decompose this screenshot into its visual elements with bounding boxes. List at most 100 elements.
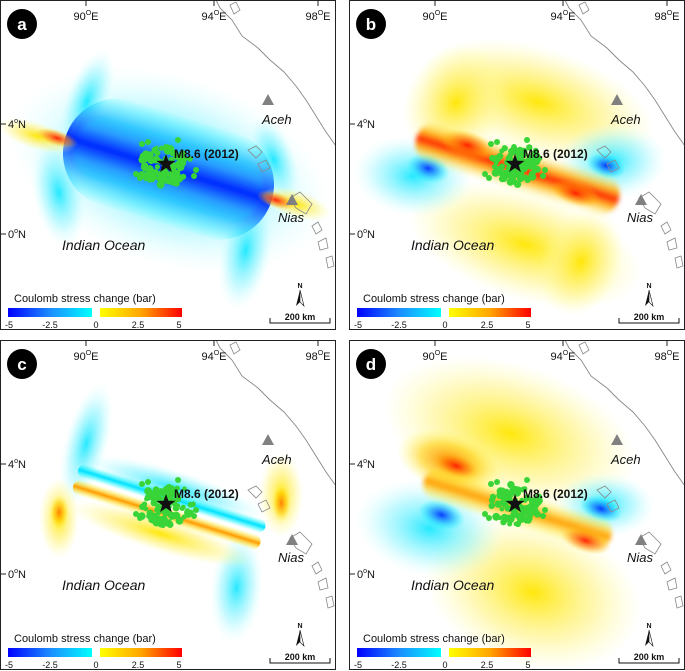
event-label: M8.6 (2012) bbox=[174, 147, 239, 161]
aftershock-point bbox=[156, 515, 163, 522]
aceh-volcano-marker bbox=[262, 434, 274, 445]
north-label: N bbox=[297, 283, 302, 290]
panel-letter: b bbox=[366, 15, 376, 34]
aftershock-point bbox=[171, 169, 177, 174]
map-frame: 90OE 94OE 98OE 4oN 0oN c Aceh Nias Indian Ocean M… bbox=[0, 340, 336, 670]
latitude-label: 4oN bbox=[8, 118, 26, 131]
colorbar-title: Coulomb stress change (bar) bbox=[363, 633, 505, 645]
epicenter-star bbox=[505, 154, 525, 173]
aftershock-point bbox=[540, 513, 546, 519]
aftershock-point bbox=[145, 139, 151, 145]
aftershock-point bbox=[179, 506, 185, 511]
map-frame: 90OE 94OE 98OE 4oN 0oN a Aceh Nias Indian Ocean M… bbox=[0, 0, 336, 330]
panel-a: 90OE 94OE 98OE 4oN 0oN a Aceh Nias Indian Ocean M… bbox=[0, 0, 336, 330]
aftershock-point bbox=[172, 504, 180, 512]
aftershock-point bbox=[139, 503, 146, 511]
aftershock-point bbox=[145, 479, 151, 485]
aftershock-point bbox=[507, 174, 512, 179]
aftershock-point bbox=[522, 509, 528, 515]
aftershock-point bbox=[156, 511, 161, 516]
island-outline bbox=[325, 255, 335, 269]
aftershock-point bbox=[524, 137, 530, 143]
island-outline bbox=[674, 595, 684, 609]
nias-volcano-marker bbox=[635, 194, 647, 205]
colorbar-tick: -2.5 bbox=[42, 320, 58, 330]
island-outline bbox=[311, 221, 323, 235]
panel-letter-badge bbox=[356, 9, 386, 39]
nias-label: Nias bbox=[627, 550, 654, 565]
aftershock-point bbox=[191, 513, 197, 519]
aceh-volcano-marker bbox=[611, 434, 623, 445]
aftershock-point bbox=[158, 145, 165, 151]
aftershock-point bbox=[151, 146, 159, 154]
colorbar-tick: 5 bbox=[525, 320, 530, 330]
aftershock-point bbox=[486, 175, 492, 181]
panel-letter: a bbox=[17, 15, 27, 34]
colorbar-tick: -5 bbox=[5, 660, 13, 670]
aftershock-point bbox=[542, 167, 548, 173]
sumatra-coastline bbox=[215, 0, 336, 147]
aftershock-point bbox=[165, 149, 170, 155]
island-outline bbox=[596, 145, 612, 159]
ocean-label: Indian Ocean bbox=[62, 577, 145, 593]
longitude-label: 98OE bbox=[654, 350, 679, 363]
aceh-volcano-marker bbox=[262, 94, 274, 105]
aftershock-point bbox=[166, 521, 174, 528]
aceh-label: Aceh bbox=[261, 112, 292, 127]
colorbar-tick: 2.5 bbox=[132, 320, 145, 330]
epicenter-star bbox=[156, 154, 176, 173]
sumatra-coastline bbox=[215, 340, 336, 487]
aftershock-point bbox=[500, 174, 506, 180]
aftershock-point bbox=[154, 164, 160, 170]
aftershock-point bbox=[516, 174, 525, 183]
aftershock-point bbox=[150, 173, 158, 181]
colorbar-negative bbox=[8, 308, 92, 317]
colorbar-tick: 5 bbox=[525, 660, 530, 670]
aftershock-point bbox=[486, 515, 492, 521]
colorbar-tick: 2.5 bbox=[481, 320, 494, 330]
stress-map-c: 90OE 94OE 98OE 4oN 0oN c Aceh Nias Indian Ocean M… bbox=[0, 340, 336, 670]
map-border bbox=[0, 0, 336, 330]
aftershock-point bbox=[542, 507, 548, 513]
island-outline bbox=[247, 145, 263, 159]
map-frame: 90OE 94OE 98OE 4oN 0oN d Aceh Nias Indian Ocean M… bbox=[349, 340, 685, 670]
scale-bar bbox=[269, 318, 331, 324]
stress-field bbox=[355, 356, 655, 670]
aftershock-point bbox=[524, 477, 530, 483]
island-outline bbox=[257, 499, 271, 513]
aftershock-point bbox=[168, 485, 175, 492]
aftershock-point bbox=[142, 165, 149, 172]
latitude-label: 0oN bbox=[357, 228, 375, 241]
aftershock-point bbox=[513, 180, 522, 188]
ocean-label: Indian Ocean bbox=[62, 237, 145, 253]
red-stress-lobe bbox=[256, 190, 296, 210]
aceh-label: Aceh bbox=[610, 452, 641, 467]
aftershock-point bbox=[536, 155, 543, 162]
aftershock-point bbox=[482, 511, 488, 517]
latitude-label: 0oN bbox=[357, 568, 375, 581]
aftershock-point bbox=[156, 180, 165, 189]
aftershock-point bbox=[511, 509, 518, 515]
colorbar-tick: -5 bbox=[5, 320, 13, 330]
longitude-label: 98OE bbox=[305, 350, 330, 363]
island-outline bbox=[578, 341, 590, 355]
island-outline bbox=[638, 531, 662, 555]
aftershock-point bbox=[133, 511, 139, 517]
aftershock-point bbox=[187, 156, 193, 162]
scale-bar bbox=[618, 658, 680, 664]
colorbar-positive bbox=[449, 648, 531, 657]
panel-b: 90OE 94OE 98OE 4oN 0oN b Aceh Nias Indian Ocean M… bbox=[349, 0, 685, 330]
aftershock-point bbox=[174, 485, 180, 492]
island-outline bbox=[229, 341, 241, 355]
scale-bar bbox=[269, 658, 331, 664]
aftershock-point bbox=[494, 139, 500, 145]
stress-map-d: 90OE 94OE 98OE 4oN 0oN d Aceh Nias Indian Ocean M… bbox=[349, 340, 685, 670]
island-outline bbox=[257, 159, 271, 173]
scale-bar bbox=[618, 318, 680, 324]
aftershock-point bbox=[526, 144, 533, 151]
scale-label: 200 km bbox=[285, 652, 316, 662]
aceh-volcano-marker bbox=[611, 94, 623, 105]
colorbar-tick: 0 bbox=[442, 320, 447, 330]
aftershock-point bbox=[517, 512, 525, 520]
aftershock-point bbox=[172, 490, 179, 497]
